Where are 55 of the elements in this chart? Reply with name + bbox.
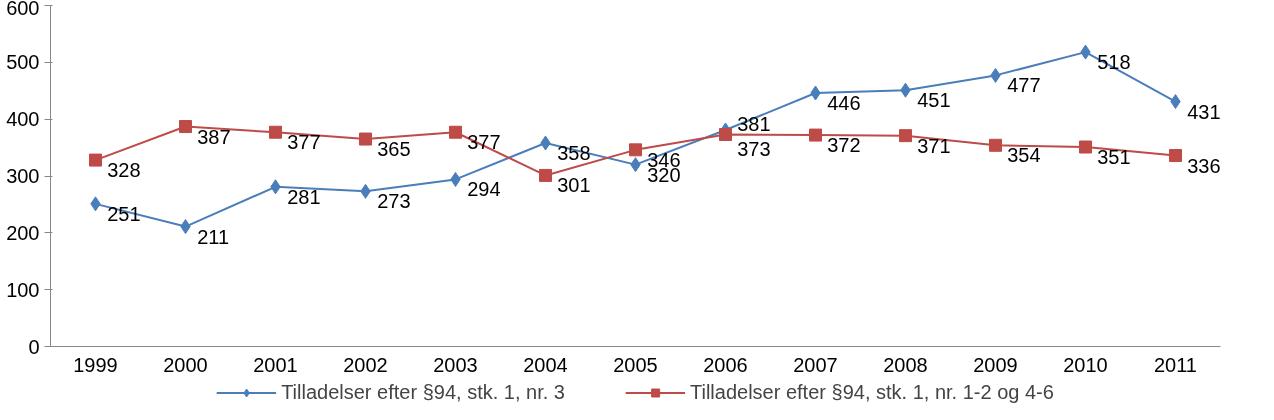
x-tick-label: 2001	[253, 353, 298, 376]
y-tick-label: 200	[6, 221, 40, 244]
point	[1169, 149, 1182, 163]
data-label: 372	[827, 134, 861, 157]
legend-label: Tilladelser efter §94, stk. 1, nr. 1-2 og 4-6	[689, 380, 1054, 404]
point	[89, 153, 102, 167]
x-tick-label: 2002	[343, 353, 388, 376]
x-tick-label: 2004	[523, 353, 568, 376]
y-tick-label: 0	[28, 335, 40, 358]
data-label: 387	[197, 125, 231, 148]
data-label: 377	[287, 131, 321, 154]
point	[539, 168, 552, 182]
x-tick-label: 2000	[163, 353, 208, 376]
data-label: 211	[197, 225, 230, 248]
x-tick-label: 2008	[883, 353, 928, 376]
point	[899, 129, 912, 143]
x-tick-label: 2010	[1063, 353, 1108, 376]
y-tick-label: 500	[6, 51, 40, 74]
data-label: 336	[1187, 154, 1221, 177]
point	[989, 138, 1002, 152]
data-label: 477	[1007, 74, 1041, 97]
point	[719, 128, 732, 142]
x-tick-label: 2011	[1154, 353, 1198, 376]
data-label: 328	[107, 159, 141, 182]
data-label: 446	[827, 92, 861, 115]
y-tick-label: 600	[6, 0, 40, 19]
data-label: 371	[917, 134, 951, 157]
point	[359, 132, 372, 146]
point	[179, 120, 192, 134]
x-tick-label: 1999	[73, 353, 118, 376]
data-label: 381	[737, 112, 771, 135]
x-tick-label: 2006	[703, 353, 748, 376]
data-label: 281	[287, 185, 321, 208]
point	[449, 125, 462, 139]
legend-label: Tilladelser efter §94, stk. 1, nr. 3	[281, 380, 565, 404]
point	[809, 128, 822, 142]
point	[1079, 140, 1092, 154]
x-tick-label: 2005	[613, 353, 658, 376]
data-label: 354	[1007, 144, 1041, 167]
y-tick-label: 400	[6, 108, 40, 131]
y-tick-label: 300	[6, 165, 40, 187]
x-tick-label: 2007	[793, 353, 838, 376]
x-tick-label: 2003	[433, 353, 478, 376]
data-label: 301	[557, 174, 591, 197]
point	[629, 143, 642, 157]
data-label: 365	[377, 138, 411, 161]
data-label: 351	[1097, 146, 1131, 169]
data-label: 451	[917, 89, 951, 112]
data-label: 294	[467, 178, 501, 201]
x-tick-label: 2009	[973, 353, 1018, 376]
point	[269, 125, 282, 139]
data-label: 273	[377, 190, 411, 213]
data-label: 373	[737, 137, 771, 160]
y-tick-label: 100	[6, 278, 40, 301]
data-label: 431	[1187, 100, 1221, 123]
